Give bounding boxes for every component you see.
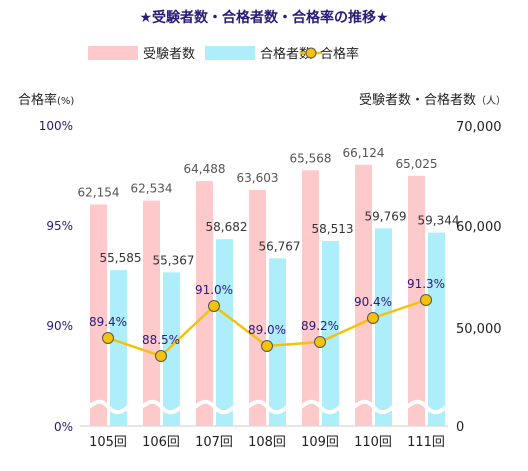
legend-label-passers: 合格者数 [260, 46, 312, 62]
legend-swatch-examinees [88, 46, 138, 60]
bar-passers [269, 258, 286, 426]
bar-examinees [249, 189, 266, 426]
rate-marker [155, 350, 167, 362]
axis-break-mark [140, 399, 183, 415]
bar-examinees [355, 164, 372, 426]
data-label-rate: 91.3% [407, 277, 445, 291]
rate-marker [208, 300, 220, 312]
data-label-passers: 58,513 [312, 222, 354, 236]
bar-passers [110, 270, 127, 426]
data-label-examinees: 62,534 [131, 182, 173, 196]
x-tick-label: 107回 [195, 435, 233, 450]
rate-marker [314, 336, 326, 348]
data-label-rate: 89.4% [89, 315, 127, 329]
bar-passers [163, 272, 180, 426]
data-label-examinees: 63,603 [237, 171, 279, 185]
rate-marker [420, 294, 432, 306]
data-label-examinees: 62,154 [78, 185, 120, 199]
right-axis: 70,000 60,000 50,000 0 [456, 120, 502, 435]
right-tick: 60,000 [456, 220, 502, 235]
data-label-examinees: 66,124 [343, 146, 385, 160]
data-label-passers: 59,769 [365, 209, 407, 223]
axis-break-mark [352, 399, 395, 415]
chart-title: ★受験者数・合格者数・合格率の推移★ [139, 9, 388, 26]
data-label-rate: 90.4% [354, 295, 392, 309]
x-tick-label: 108回 [248, 435, 286, 450]
data-label-examinees: 65,568 [290, 151, 332, 165]
rate-marker [102, 332, 114, 344]
data-label-rate: 88.5% [142, 333, 180, 347]
data-label-passers: 58,682 [206, 220, 248, 234]
bar-examinees [143, 200, 160, 426]
left-axis-unit: (%) [57, 96, 74, 107]
data-label-passers: 55,585 [100, 251, 142, 265]
right-axis-title: 受験者数・合格者数（人） [359, 92, 506, 108]
axis-break-mark [405, 399, 448, 415]
labels-layer: 62,154 55,585 105回 62,534 55,367 106回 64,488 58… [78, 146, 460, 450]
legend-swatch-passers [205, 46, 255, 60]
legend-marker-rate [305, 47, 317, 59]
right-tick: 0 [456, 420, 464, 435]
x-tick-label: 106回 [142, 435, 180, 450]
x-tick-label: 110回 [354, 435, 392, 450]
bar-passers [428, 232, 445, 426]
data-label-passers: 55,367 [153, 253, 195, 267]
left-tick: 90% [46, 319, 73, 333]
data-label-rate: 89.2% [301, 319, 339, 333]
bars-layer [87, 164, 448, 426]
left-axis-title: 合格率(%) [18, 92, 74, 108]
data-label-examinees: 65,025 [396, 157, 438, 171]
bar-passers [322, 240, 339, 426]
legend-label-examinees: 受験者数 [143, 47, 195, 62]
bar-examinees [302, 170, 319, 426]
right-tick: 50,000 [456, 322, 502, 337]
bar-examinees [196, 181, 213, 426]
x-tick-label: 109回 [301, 435, 339, 450]
right-tick: 70,000 [456, 120, 502, 135]
left-axis: 100% 95% 90% 0% [39, 119, 73, 434]
bar-examinees [90, 204, 107, 426]
data-label-passers: 56,767 [259, 239, 301, 253]
rate-marker [261, 340, 273, 352]
left-tick: 100% [39, 119, 73, 133]
axis-break-mark [299, 399, 342, 415]
axis-break-mark [87, 399, 130, 415]
axis-break-mark [193, 399, 236, 415]
x-tick-label: 111回 [407, 435, 445, 450]
data-label-examinees: 64,488 [184, 162, 226, 176]
bar-passers [216, 239, 233, 426]
data-label-rate: 91.0% [195, 283, 233, 297]
left-tick: 0% [54, 420, 73, 434]
legend-label-rate: 合格率 [320, 46, 359, 62]
rate-line-layer: 89.4% 88.5% 91.0% 89.0% 89.2% 90.4% 91.3% [89, 277, 445, 362]
axis-break-mark [246, 399, 289, 415]
bar-passers [375, 228, 392, 426]
data-label-rate: 89.0% [248, 323, 286, 337]
legend: 受験者数 合格者数 合格率 [88, 46, 359, 62]
right-axis-unit: （人） [476, 95, 506, 107]
x-tick-label: 105回 [89, 435, 127, 450]
rate-marker [367, 312, 379, 324]
bar-examinees [408, 175, 425, 426]
data-label-passers: 59,344 [418, 214, 460, 228]
left-tick: 95% [46, 219, 73, 233]
